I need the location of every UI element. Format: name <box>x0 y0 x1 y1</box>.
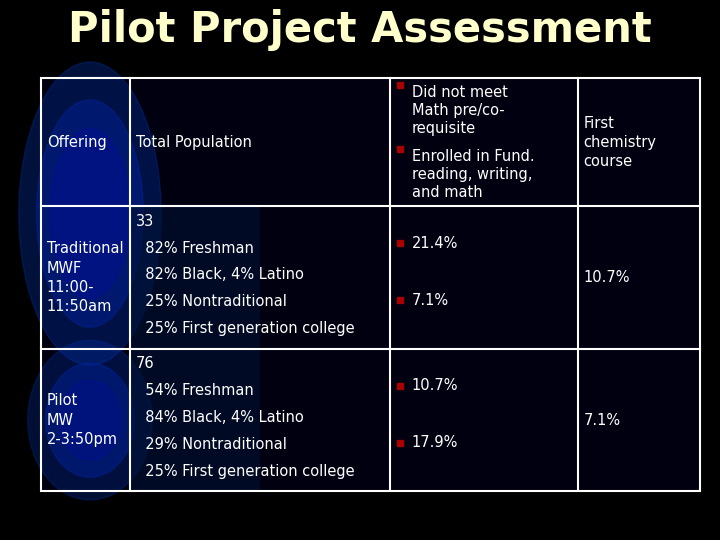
Text: Did not meet
Math pre/co-
requisite: Did not meet Math pre/co- requisite <box>412 85 508 136</box>
Text: 10.7%: 10.7% <box>412 379 459 394</box>
Text: 84% Black, 4% Latino: 84% Black, 4% Latino <box>136 410 304 425</box>
Ellipse shape <box>50 129 130 299</box>
Text: Enrolled in Fund.
reading, writing,
and math: Enrolled in Fund. reading, writing, and … <box>412 149 534 200</box>
Text: 10.7%: 10.7% <box>584 270 630 285</box>
Ellipse shape <box>27 340 152 500</box>
Ellipse shape <box>45 363 135 477</box>
Text: 21.4%: 21.4% <box>412 236 458 251</box>
Text: 54% Freshman: 54% Freshman <box>136 383 253 398</box>
Text: 76: 76 <box>136 356 154 371</box>
Ellipse shape <box>59 380 121 460</box>
Text: 82% Black, 4% Latino: 82% Black, 4% Latino <box>136 267 304 282</box>
Ellipse shape <box>19 62 161 365</box>
Text: 17.9%: 17.9% <box>412 435 458 450</box>
Bar <box>130 349 260 491</box>
Text: 25% Nontraditional: 25% Nontraditional <box>136 294 287 309</box>
Text: Total Population: Total Population <box>136 135 251 150</box>
Text: Pilot
MW
2-3:50pm: Pilot MW 2-3:50pm <box>47 394 118 447</box>
Bar <box>130 206 260 349</box>
Text: 25% First generation college: 25% First generation college <box>136 321 354 336</box>
Text: 29% Nontraditional: 29% Nontraditional <box>136 437 287 452</box>
Text: 82% Freshman: 82% Freshman <box>136 240 253 255</box>
Bar <box>41 78 700 491</box>
Bar <box>41 78 700 491</box>
Text: First
chemistry
course: First chemistry course <box>584 116 657 169</box>
Text: 33: 33 <box>136 214 154 228</box>
Text: 7.1%: 7.1% <box>412 293 449 308</box>
Ellipse shape <box>37 100 143 327</box>
Text: Pilot Project Assessment: Pilot Project Assessment <box>68 9 652 51</box>
Text: Traditional
MWF
11:00-
11:50am: Traditional MWF 11:00- 11:50am <box>47 241 123 314</box>
Text: Offering: Offering <box>47 135 107 150</box>
Text: 7.1%: 7.1% <box>584 413 621 428</box>
Text: 25% First generation college: 25% First generation college <box>136 464 354 479</box>
